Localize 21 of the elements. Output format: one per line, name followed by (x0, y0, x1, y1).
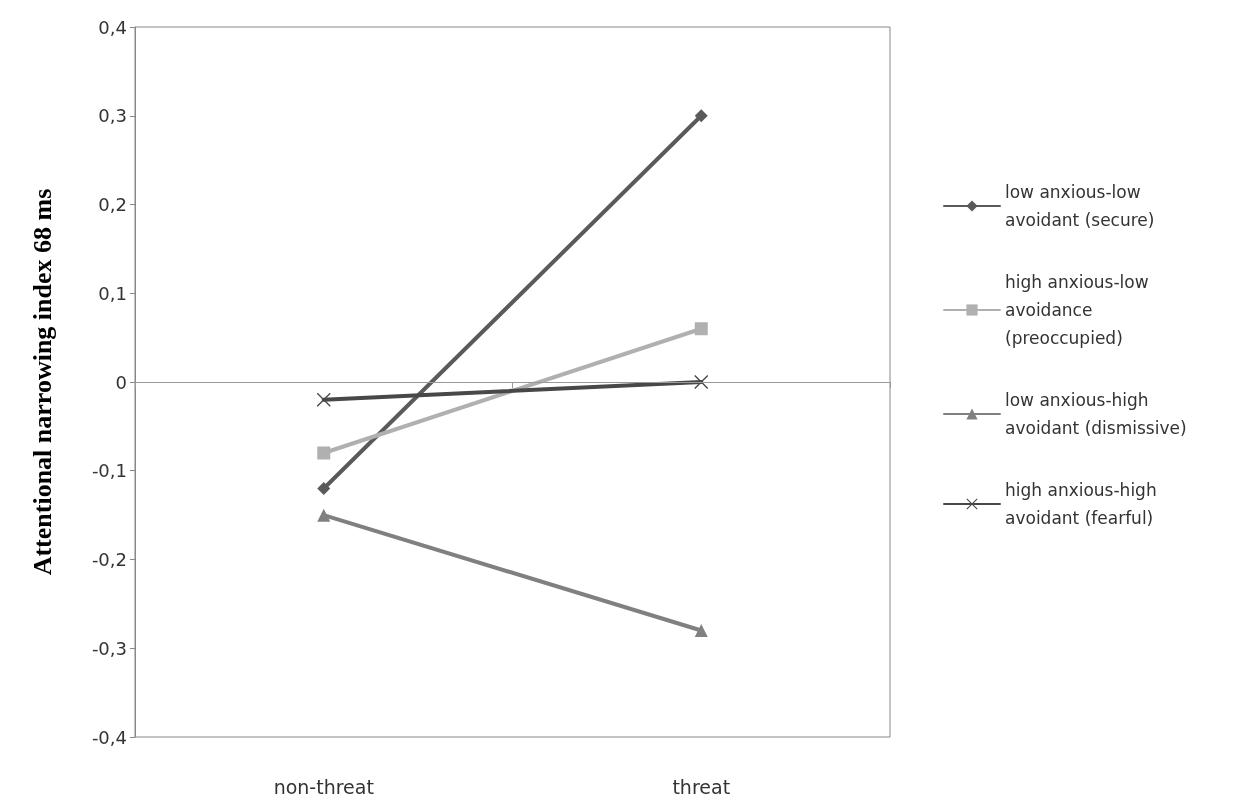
y-tick-label: -0,3 (91, 637, 127, 659)
legend-label: low anxious-high avoidant (dismissive) (1005, 390, 1187, 438)
point (317, 446, 331, 460)
y-tick-label: 0,2 (98, 194, 127, 215)
legend-label: low anxious-low avoidant (secure) (1005, 182, 1155, 230)
y-tick-label: 0,1 (98, 282, 127, 304)
x-tick-label: threat (672, 775, 731, 798)
y-tick-label: -0,4 (91, 726, 127, 748)
y-tick-label: 0 (115, 371, 127, 393)
legend-label: high anxious-low avoidance (preoccupied) (1005, 272, 1155, 348)
point (694, 109, 708, 123)
point (694, 322, 708, 336)
x-tick-label: non-threat (273, 775, 374, 798)
point (694, 375, 709, 389)
legend-label: high anxious-high avoidant (fearful) (1005, 480, 1163, 528)
y-tick-label: 0,3 (98, 105, 127, 127)
y-tick-label: 0,4 (98, 16, 127, 38)
y-tick-label: -0,1 (91, 460, 127, 482)
y-tick-label: -0,2 (91, 549, 127, 570)
y-axis-title: Attentional narrowing index 68 ms (27, 188, 57, 576)
point (317, 482, 331, 495)
